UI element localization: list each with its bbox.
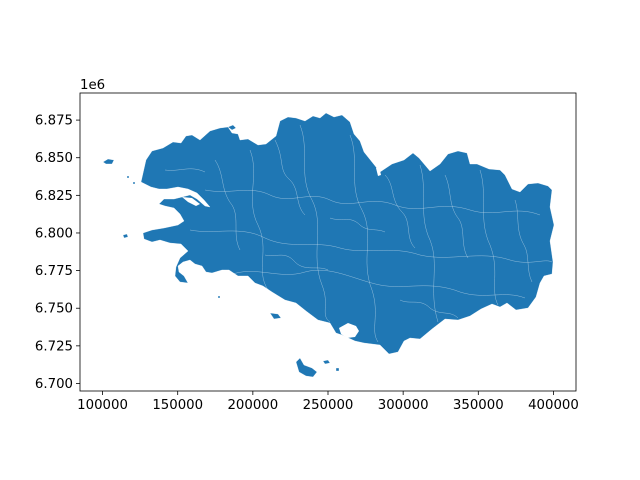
x-tick-label: 350000 — [453, 398, 504, 413]
island-molene — [122, 233, 129, 239]
estuary-rance — [376, 166, 381, 176]
island-sein — [126, 175, 130, 179]
internal-boundaries — [164, 124, 553, 343]
y-tick-label: 6.725 — [35, 339, 73, 354]
x-tick-label: 150000 — [152, 398, 203, 413]
island-belle-ile — [295, 357, 318, 378]
y-offset-label: 1e6 — [80, 78, 105, 93]
island-groix — [269, 312, 282, 320]
island-ouessant — [102, 158, 115, 165]
y-tick-label: 6.775 — [35, 264, 73, 279]
y-tick-label: 6.700 — [35, 377, 73, 392]
x-axis-ticks: 100000 150000 200000 250000 300000 350000 4000… — [77, 391, 579, 413]
region-map — [102, 112, 555, 378]
y-axis-ticks: 6.700 6.725 6.750 6.775 6.800 6.825 6.850 6.875 — [35, 114, 80, 392]
island-houat — [322, 359, 331, 365]
brest-roadstead — [182, 197, 200, 206]
island-batz — [227, 124, 237, 131]
mainland-polygon — [140, 112, 555, 355]
y-tick-label: 6.750 — [35, 302, 73, 317]
x-tick-label: 300000 — [378, 398, 429, 413]
morbihan-gulf — [339, 323, 359, 338]
x-tick-label: 250000 — [303, 398, 354, 413]
x-tick-label: 200000 — [227, 398, 278, 413]
y-tick-label: 6.825 — [35, 189, 73, 204]
y-tick-label: 6.850 — [35, 151, 73, 166]
island-small-south — [217, 295, 221, 299]
y-tick-label: 6.800 — [35, 226, 73, 241]
x-tick-label: 400000 — [528, 398, 579, 413]
x-tick-label: 100000 — [77, 398, 128, 413]
y-tick-label: 6.875 — [35, 114, 73, 129]
island-hoedic — [335, 367, 340, 372]
island-small-west — [132, 181, 136, 185]
